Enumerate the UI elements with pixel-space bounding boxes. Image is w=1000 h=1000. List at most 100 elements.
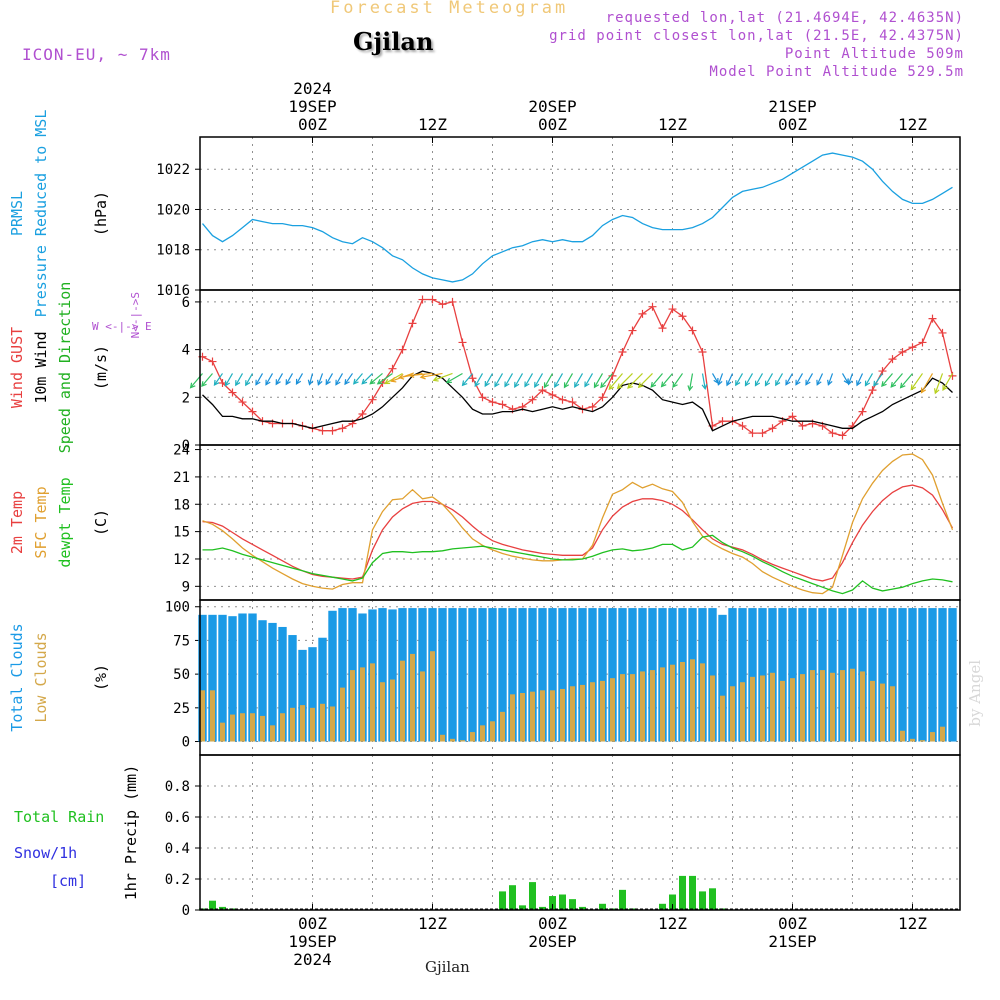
low-cloud-bar bbox=[590, 682, 595, 742]
precip-panel bbox=[195, 754, 961, 911]
wind-arrow bbox=[462, 373, 473, 386]
time-label-bottom: 20SEP bbox=[528, 932, 576, 951]
y-tick-label: 4 bbox=[182, 343, 190, 359]
low-cloud-bar bbox=[710, 675, 715, 742]
low-cloud-bar bbox=[700, 663, 705, 742]
time-label-top: 00Z bbox=[298, 115, 327, 134]
wind-arrow bbox=[881, 373, 893, 387]
low-cloud-bar bbox=[720, 695, 725, 742]
precip-legend-label: [cm] bbox=[50, 872, 86, 890]
wind-arrow bbox=[308, 373, 314, 385]
y-tick-label: 21 bbox=[173, 470, 190, 486]
total-cloud-bar bbox=[918, 608, 927, 742]
wind-arrow bbox=[617, 373, 633, 389]
wind-arrow bbox=[701, 373, 706, 389]
gust-marker bbox=[238, 398, 247, 407]
wind-arrow bbox=[775, 373, 784, 386]
low-cloud-bar bbox=[740, 682, 745, 742]
gust-marker bbox=[888, 355, 897, 364]
wind-arrow bbox=[420, 372, 443, 378]
total-cloud-bar bbox=[478, 608, 487, 742]
wind-arrow-head bbox=[307, 379, 314, 386]
wind-arrow-head bbox=[494, 381, 500, 388]
total-cloud-bar bbox=[598, 608, 607, 742]
low-cloud-bar bbox=[840, 670, 845, 742]
wind-arrow-head bbox=[445, 377, 452, 384]
gust-marker bbox=[448, 297, 457, 306]
time-label-top: 12Z bbox=[418, 115, 447, 134]
low-cloud-bar bbox=[880, 683, 885, 742]
total-cloud-bar bbox=[388, 609, 397, 742]
wind-arrow-head bbox=[600, 382, 606, 389]
low-cloud-bar bbox=[610, 678, 615, 742]
wind-arrow-head bbox=[584, 381, 590, 388]
total-cloud-bar bbox=[488, 608, 497, 742]
y-tick-label: 1020 bbox=[156, 202, 190, 218]
wind-arrow-head bbox=[335, 379, 341, 386]
total-cloud-bar bbox=[468, 608, 477, 742]
gust-marker bbox=[568, 398, 577, 407]
gust-marker bbox=[788, 412, 797, 421]
rain-bar bbox=[539, 906, 546, 910]
gust-marker bbox=[628, 326, 637, 335]
wind-arrow-head bbox=[398, 373, 405, 380]
total-cloud-bar bbox=[238, 613, 247, 742]
gust-marker bbox=[468, 374, 477, 383]
gust-marker bbox=[928, 314, 937, 323]
gridpoint-coords: grid point closest lon,lat (21.5E, 42.43… bbox=[549, 28, 964, 44]
total-cloud-bar bbox=[538, 608, 547, 742]
wind-arrow-head bbox=[795, 379, 801, 386]
total-cloud-bar bbox=[298, 649, 307, 742]
pressure-ylabel: (hPa) bbox=[92, 191, 110, 236]
total-cloud-bar bbox=[228, 616, 237, 742]
temperature-legend-label: 2m Temp bbox=[8, 491, 26, 554]
gust-marker bbox=[828, 429, 837, 438]
wind-arrow bbox=[920, 373, 934, 393]
total-cloud-bar bbox=[948, 608, 957, 742]
wind-arrow bbox=[584, 373, 594, 387]
wind-arrow bbox=[910, 373, 923, 390]
low-cloud-bar bbox=[460, 740, 465, 742]
y-tick-label: 2 bbox=[182, 390, 190, 406]
total-cloud-bar bbox=[208, 614, 217, 742]
y-tick-label: 6 bbox=[182, 295, 190, 311]
total-cloud-bar bbox=[268, 622, 277, 742]
wind-arrow-head bbox=[764, 380, 771, 387]
wind-arrow-head bbox=[735, 380, 741, 387]
total-cloud-bar bbox=[868, 608, 877, 742]
total-cloud-bar bbox=[738, 608, 747, 742]
wind-arrow bbox=[474, 373, 484, 387]
rain-bar bbox=[569, 899, 576, 910]
y-tick-label: 1018 bbox=[156, 243, 190, 259]
y-tick-label: 18 bbox=[173, 497, 190, 513]
pressure-legend-label: Pressure Reduced to MSL bbox=[32, 110, 50, 318]
wind-arrow-head bbox=[726, 380, 732, 387]
gust-marker bbox=[668, 305, 677, 314]
total-cloud-bar bbox=[508, 608, 517, 742]
wind-arrow bbox=[841, 373, 849, 384]
wind-arrow bbox=[711, 373, 719, 384]
gust-marker bbox=[418, 295, 427, 304]
rain-bar bbox=[579, 906, 586, 910]
10m-wind-line bbox=[202, 370, 953, 432]
total-cloud-bar bbox=[718, 614, 727, 742]
wind-arrow-head bbox=[201, 381, 207, 388]
pressure-legend-label: PRMSL bbox=[8, 191, 26, 236]
low-cloud-bar bbox=[550, 690, 555, 742]
gust-marker bbox=[438, 300, 447, 309]
low-cloud-bar bbox=[330, 706, 335, 742]
low-cloud-bar bbox=[850, 668, 855, 742]
wind-arrow bbox=[848, 373, 854, 385]
gust-marker bbox=[938, 328, 947, 337]
wind-arrow bbox=[534, 373, 544, 388]
gust-marker bbox=[388, 364, 397, 373]
wind-arrow-head bbox=[285, 379, 291, 386]
low-cloud-bar bbox=[200, 690, 205, 742]
time-label-top: 20SEP bbox=[528, 97, 576, 116]
gust-marker bbox=[608, 371, 617, 380]
rain-bar bbox=[689, 875, 696, 910]
wind-arrow-head bbox=[369, 378, 376, 385]
total-cloud-bar bbox=[888, 608, 897, 742]
wind-arrow-head bbox=[189, 382, 196, 389]
